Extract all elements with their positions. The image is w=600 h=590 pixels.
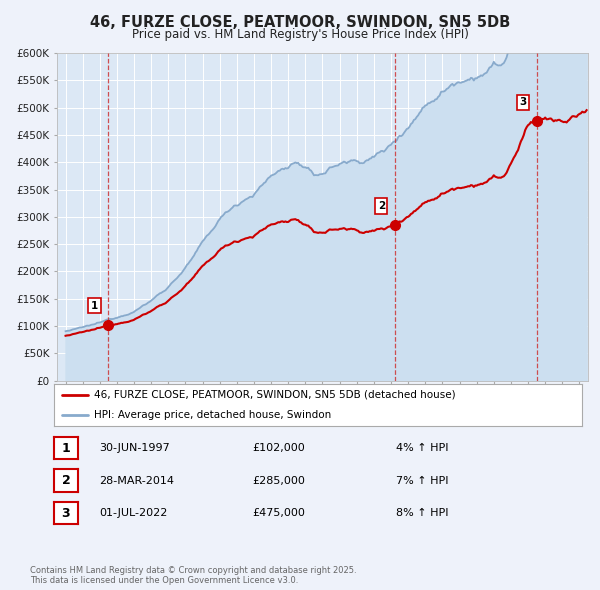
Text: 28-MAR-2014: 28-MAR-2014: [99, 476, 174, 486]
Text: £475,000: £475,000: [252, 508, 305, 518]
Text: 01-JUL-2022: 01-JUL-2022: [99, 508, 167, 518]
Text: 46, FURZE CLOSE, PEATMOOR, SWINDON, SN5 5DB: 46, FURZE CLOSE, PEATMOOR, SWINDON, SN5 …: [90, 15, 510, 30]
Text: 3: 3: [519, 97, 527, 107]
Text: Contains HM Land Registry data © Crown copyright and database right 2025.
This d: Contains HM Land Registry data © Crown c…: [30, 566, 356, 585]
Text: 8% ↑ HPI: 8% ↑ HPI: [396, 508, 449, 518]
Text: 2: 2: [62, 474, 70, 487]
Text: 4% ↑ HPI: 4% ↑ HPI: [396, 443, 449, 453]
Text: Price paid vs. HM Land Registry's House Price Index (HPI): Price paid vs. HM Land Registry's House …: [131, 28, 469, 41]
Text: 1: 1: [62, 441, 70, 455]
Text: £102,000: £102,000: [252, 443, 305, 453]
Text: 3: 3: [62, 506, 70, 520]
Text: HPI: Average price, detached house, Swindon: HPI: Average price, detached house, Swin…: [94, 410, 331, 420]
Text: 2: 2: [377, 201, 385, 211]
Text: £285,000: £285,000: [252, 476, 305, 486]
Text: 7% ↑ HPI: 7% ↑ HPI: [396, 476, 449, 486]
Text: 1: 1: [91, 301, 98, 311]
Text: 30-JUN-1997: 30-JUN-1997: [99, 443, 170, 453]
Text: 46, FURZE CLOSE, PEATMOOR, SWINDON, SN5 5DB (detached house): 46, FURZE CLOSE, PEATMOOR, SWINDON, SN5 …: [94, 389, 455, 399]
